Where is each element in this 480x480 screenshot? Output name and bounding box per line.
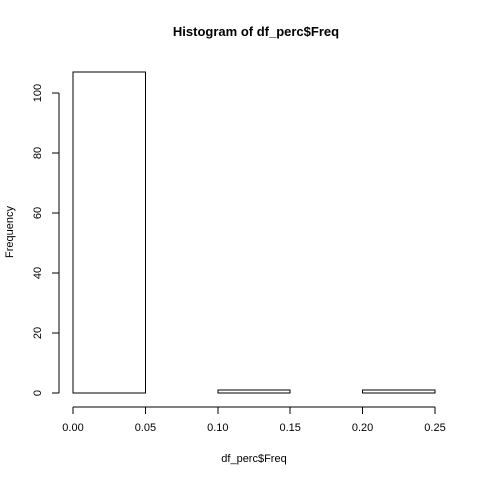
x-tick-label: 0.20 bbox=[352, 422, 373, 434]
histogram-bar-2 bbox=[217, 389, 291, 394]
y-tick-label: 100 bbox=[32, 84, 44, 102]
histogram-bar-0 bbox=[72, 71, 146, 394]
y-tick-label: 0 bbox=[32, 390, 44, 396]
x-tick-label: 0.00 bbox=[62, 422, 83, 434]
chart-title: Histogram of df_perc$Freq bbox=[173, 24, 339, 39]
histogram-bar-4 bbox=[362, 389, 436, 394]
x-tick-label: 0.25 bbox=[424, 422, 445, 434]
y-axis-label: Frequency bbox=[4, 206, 16, 258]
y-axis: 0 20 40 60 80 100 bbox=[32, 84, 60, 396]
x-tick-label: 0.05 bbox=[135, 422, 156, 434]
x-axis: 0.00 0.05 0.10 0.15 0.20 0.25 bbox=[62, 406, 446, 434]
x-axis-label: df_perc$Freq bbox=[221, 453, 286, 465]
x-tick-label: 0.10 bbox=[207, 422, 228, 434]
y-tick-label: 80 bbox=[32, 147, 44, 159]
y-tick-label: 40 bbox=[32, 267, 44, 279]
y-tick-label: 20 bbox=[32, 327, 44, 339]
x-tick-label: 0.15 bbox=[279, 422, 300, 434]
histogram-bars bbox=[72, 71, 436, 394]
y-tick-label: 60 bbox=[32, 207, 44, 219]
